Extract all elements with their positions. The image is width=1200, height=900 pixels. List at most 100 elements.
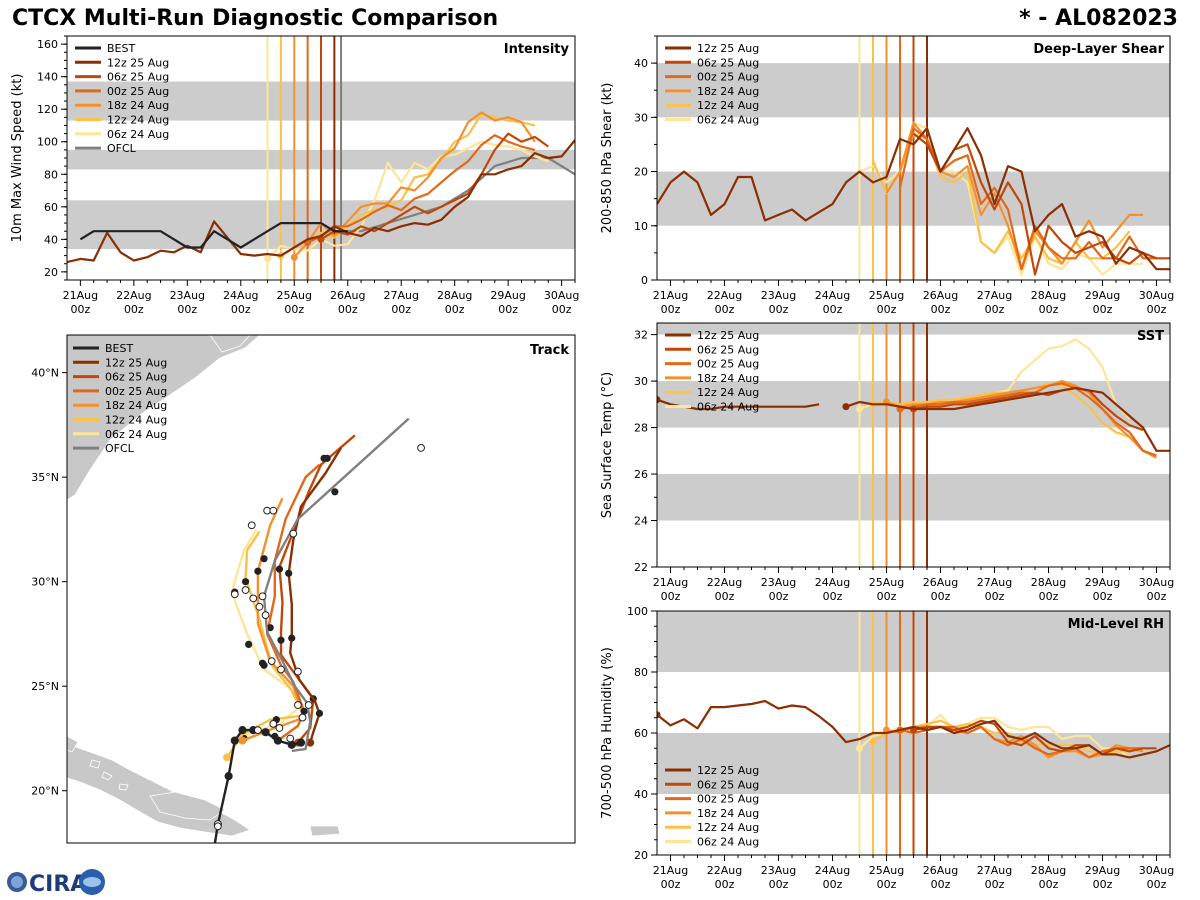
track-position-dot — [266, 624, 274, 632]
xtick-label: 00z — [445, 303, 465, 316]
legend-label-00z-25-aug: 00z 25 Aug — [697, 793, 759, 806]
track-position-dot — [245, 640, 253, 648]
best-track-dot — [273, 736, 282, 745]
legend-label-12z-25-aug: 12z 25 Aug — [697, 329, 759, 342]
track-line-best — [213, 728, 302, 843]
xtick-label: 29Aug — [490, 289, 525, 302]
lat-tick-label: 30°N — [31, 576, 59, 589]
xtick-label: 00z — [715, 303, 735, 316]
ytick-label: 140 — [37, 71, 58, 84]
land-newfoundland — [209, 335, 251, 353]
xtick-label: 21Aug — [63, 289, 98, 302]
xtick-label: 24Aug — [223, 289, 258, 302]
track-position-dot — [315, 709, 324, 717]
xtick-label: 00z — [661, 590, 681, 603]
xtick-label: 30Aug — [1139, 864, 1174, 877]
ytick-label: 60 — [44, 201, 58, 214]
land-bahamas-3 — [118, 783, 129, 791]
xtick-label: 00z — [1093, 590, 1113, 603]
xtick-label: 00z — [1147, 878, 1167, 891]
track-open-circle — [253, 726, 262, 735]
track-open-circle — [417, 443, 425, 452]
legend-label-06z-25-aug: 06z 25 Aug — [697, 56, 759, 69]
panel-shear: 01020304021Aug00z22Aug00z23Aug00z24Aug00… — [600, 35, 1174, 316]
ytick-label: 120 — [37, 103, 58, 116]
xtick-label: 00z — [1147, 303, 1167, 316]
panel-rh: 2040608010021Aug00z22Aug00z23Aug00z24Aug… — [600, 605, 1174, 891]
legend-label-18z-24-aug: 18z 24 Aug — [105, 399, 167, 412]
track-position-dot — [260, 555, 268, 563]
legend-label-12z-25-aug: 12z 25 Aug — [697, 42, 759, 55]
panel-track: 20°N 25°N 30°N 35°N 40°N Track — [31, 334, 576, 844]
xtick-label: 22Aug — [707, 576, 742, 589]
xtick-label: 00z — [877, 590, 897, 603]
series-line-06z-25-aug — [913, 719, 1157, 756]
ytick-label: 28 — [634, 422, 648, 435]
xtick-label: 24Aug — [815, 289, 850, 302]
panel-label-sst: SST — [1137, 329, 1164, 344]
ytick-label: 20 — [44, 266, 58, 279]
xtick-label: 00z — [391, 303, 411, 316]
legend-label-12z-25-aug: 12z 25 Aug — [697, 764, 759, 777]
xtick-label: 00z — [769, 590, 789, 603]
xtick-label: 00z — [552, 303, 572, 316]
legend-label-06z-24-aug: 06z 24 Aug — [107, 128, 169, 141]
ytick-label: 0 — [641, 274, 648, 287]
series-start-marker-18z-24-aug — [290, 253, 298, 261]
ytick-label: 24 — [634, 515, 648, 528]
legend-label-06z-25-aug: 06z 25 Aug — [697, 778, 759, 791]
y-axis-label: 10m Max Wind Speed (kt) — [10, 74, 25, 243]
legend-label-12z-24-aug: 12z 24 Aug — [107, 114, 169, 127]
track-position-dot — [288, 634, 296, 642]
xtick-label: 28Aug — [437, 289, 472, 302]
series-start-marker-06z-24-aug — [856, 744, 863, 752]
legend-label-06z-24-aug: 06z 24 Aug — [697, 114, 759, 127]
series-line-12z-25-aug — [657, 127, 1170, 271]
ytick-label: 20 — [634, 849, 648, 862]
xtick-label: 27Aug — [977, 289, 1012, 302]
track-open-circle — [230, 590, 239, 599]
xtick-label: 00z — [931, 303, 951, 316]
land-caribbean-greater-antilles — [67, 743, 251, 837]
panel-label-track: Track — [530, 343, 569, 358]
panel-intensity: 2040608010012014016021Aug00z22Aug00z23Au… — [10, 35, 579, 316]
series-line-12z-25-aug — [845, 387, 1170, 452]
xtick-label: 22Aug — [707, 864, 742, 877]
xtick-label: 00z — [823, 590, 843, 603]
xtick-label: 24Aug — [815, 864, 850, 877]
legend-label-06z-24-aug: 06z 24 Aug — [697, 401, 759, 414]
xtick-label: 00z — [823, 878, 843, 891]
legend-label-06z-25-aug: 06z 25 Aug — [107, 71, 169, 84]
ytick-label: 60 — [634, 727, 648, 740]
page-title: CTCX Multi-Run Diagnostic Comparison — [12, 6, 499, 31]
xtick-label: 00z — [1093, 303, 1113, 316]
track-open-circle — [241, 586, 250, 594]
xtick-label: 29Aug — [1085, 576, 1120, 589]
xtick-label: 00z — [124, 303, 144, 316]
y-axis-label: 700-500 hPa Humidity (%) — [600, 647, 615, 819]
xtick-label: 00z — [1039, 878, 1059, 891]
xtick-label: 25Aug — [277, 289, 312, 302]
xtick-label: 00z — [1039, 590, 1059, 603]
series-start-marker-12z-25-aug — [657, 396, 661, 404]
xtick-label: 00z — [877, 878, 897, 891]
track-position-dot — [254, 567, 262, 575]
xtick-label: 00z — [1039, 303, 1059, 316]
track-open-circle — [255, 602, 264, 611]
series-line-best — [79, 222, 348, 249]
xtick-label: 00z — [715, 878, 735, 891]
legend-label-best: BEST — [107, 42, 135, 55]
track-start-marker-12z-24-aug — [223, 753, 232, 762]
track-position-dot — [260, 661, 268, 669]
series-start-marker-06z-24-aug — [856, 405, 863, 413]
legend-label-18z-24-aug: 18z 24 Aug — [697, 807, 759, 820]
ytick-label: 32 — [634, 329, 648, 342]
legend-label-12z-24-aug: 12z 24 Aug — [697, 821, 759, 834]
track-position-dot — [275, 565, 284, 573]
track-position-dot — [277, 636, 285, 644]
panel-frame-track — [66, 334, 576, 844]
